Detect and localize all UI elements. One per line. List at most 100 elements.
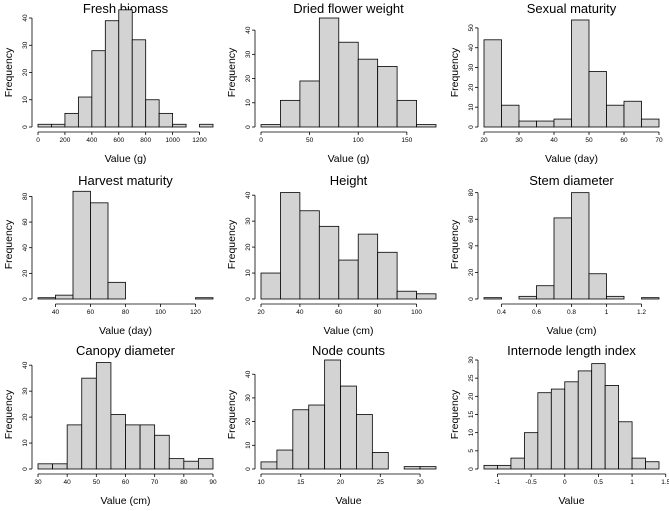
histogram-bar — [518, 120, 537, 128]
y-tick-label: 30 — [468, 64, 475, 72]
histogram-bar — [318, 17, 340, 128]
x-tick-label: 100 — [155, 309, 166, 316]
y-tick-label: 0 — [22, 125, 29, 129]
histogram-bar — [357, 233, 379, 300]
histogram-bar — [483, 297, 502, 300]
histogram-bar — [66, 424, 83, 470]
x-tick-label: 40 — [550, 137, 558, 144]
histogram-bar — [280, 99, 301, 128]
x-axis-label: Value (g) — [328, 153, 370, 165]
x-tick-label: 1.5 — [661, 479, 669, 486]
histogram-bar — [377, 66, 398, 128]
histogram-bar — [396, 290, 417, 300]
x-tick-label: 0 — [36, 137, 40, 144]
y-tick-label: 20 — [468, 268, 475, 276]
y-tick-label: 50 — [468, 24, 475, 32]
histogram-bar — [260, 272, 281, 300]
histogram-bar — [299, 80, 320, 128]
panel-sexual-maturity: Sexual maturity 20 30 40 50 60 70 0 10 20 30 40 50 Va… — [449, 1, 663, 165]
histogram-bar — [64, 112, 79, 128]
histogram-bar — [338, 41, 359, 128]
y-tick-label: 40 — [245, 370, 252, 378]
histogram-bar — [199, 123, 214, 128]
x-tick-label: 1 — [605, 309, 609, 316]
x-tick-label: 200 — [59, 137, 70, 144]
y-axis-label: Frequency — [449, 47, 461, 97]
histogram-bar — [536, 120, 555, 128]
histogram-bar — [55, 294, 74, 300]
x-tick-label: 30 — [34, 479, 42, 486]
histogram-bar — [623, 100, 642, 128]
histogram-bar — [588, 273, 607, 300]
y-tick-label: 20 — [245, 243, 252, 251]
x-tick-label: 0 — [563, 479, 567, 486]
y-tick-label: 20 — [245, 418, 252, 426]
histogram-bar — [497, 464, 512, 470]
x-tick-label: 40 — [52, 309, 60, 316]
chart-title: Sexual maturity — [527, 1, 617, 16]
y-tick-label: 25 — [468, 374, 475, 382]
y-tick-label: 20 — [22, 69, 29, 77]
histogram-bar — [591, 363, 606, 470]
x-tick-label: 70 — [655, 137, 663, 144]
histogram-bar — [280, 192, 301, 300]
y-tick-label: 0 — [468, 467, 475, 471]
histogram-bar — [299, 210, 320, 300]
histogram-bar — [324, 359, 341, 470]
x-tick-label: 150 — [401, 137, 412, 144]
histogram-bar — [571, 19, 590, 128]
y-axis-label: Frequency — [226, 219, 238, 269]
y-tick-label: 40 — [22, 244, 29, 252]
y-tick-label: 30 — [245, 394, 252, 402]
y-tick-label: 0 — [22, 467, 29, 471]
y-axis-label: Frequency — [3, 219, 15, 269]
histogram-bar — [195, 297, 214, 300]
y-tick-label: 40 — [22, 361, 29, 369]
y-tick-label: 0 — [468, 297, 475, 301]
histogram-bar — [483, 39, 502, 128]
histogram-bar — [606, 104, 625, 128]
histogram-bar — [645, 461, 660, 470]
y-tick-label: 30 — [245, 217, 252, 225]
panel-node-counts: Node counts 10 15 20 25 30 0 10 20 30 40 Value Frequ… — [226, 343, 437, 507]
histogram-bar — [356, 414, 373, 470]
histogram-bar — [571, 192, 590, 300]
y-tick-label: 10 — [245, 99, 252, 107]
x-tick-label: 1 — [630, 479, 634, 486]
histogram-bar — [276, 449, 294, 470]
x-tick-label: 30 — [515, 137, 523, 144]
x-tick-label: -1 — [495, 479, 501, 486]
x-tick-label: 0 — [259, 137, 263, 144]
x-axis-label: Value (g) — [105, 153, 147, 165]
y-tick-label: 15 — [468, 411, 475, 419]
y-tick-label: 0 — [245, 467, 252, 471]
x-tick-label: 70 — [151, 479, 159, 486]
x-tick-label: 30 — [416, 479, 424, 486]
histogram-bar — [340, 385, 357, 470]
y-tick-label: 20 — [468, 392, 475, 400]
x-tick-label: 400 — [86, 137, 97, 144]
histogram-bar — [416, 293, 437, 300]
x-tick-label: 60 — [620, 137, 628, 144]
histogram-bar — [553, 118, 572, 128]
histogram-bar — [172, 123, 187, 128]
y-tick-label: 60 — [468, 215, 475, 223]
y-tick-label: 5 — [468, 449, 475, 453]
histogram-bar — [631, 457, 646, 470]
histogram-bar — [501, 104, 520, 128]
histogram-bar — [396, 99, 417, 128]
histogram-bar — [588, 71, 607, 128]
y-tick-label: 0 — [245, 297, 252, 301]
histogram-bar — [604, 385, 620, 470]
histogram-bar — [183, 460, 199, 470]
histogram-bar — [606, 295, 625, 300]
panel-dried-flower-weight: Dried flower weight 0 50 100 150 0 10 20 30 40 Val… — [226, 1, 437, 165]
x-tick-label: 1200 — [192, 137, 207, 144]
y-tick-label: 30 — [22, 387, 29, 395]
histogram-bar — [37, 297, 56, 300]
x-tick-label: 40 — [64, 479, 72, 486]
y-tick-label: 10 — [468, 429, 475, 437]
histogram-bar — [550, 388, 566, 470]
y-tick-label: 40 — [22, 14, 29, 22]
